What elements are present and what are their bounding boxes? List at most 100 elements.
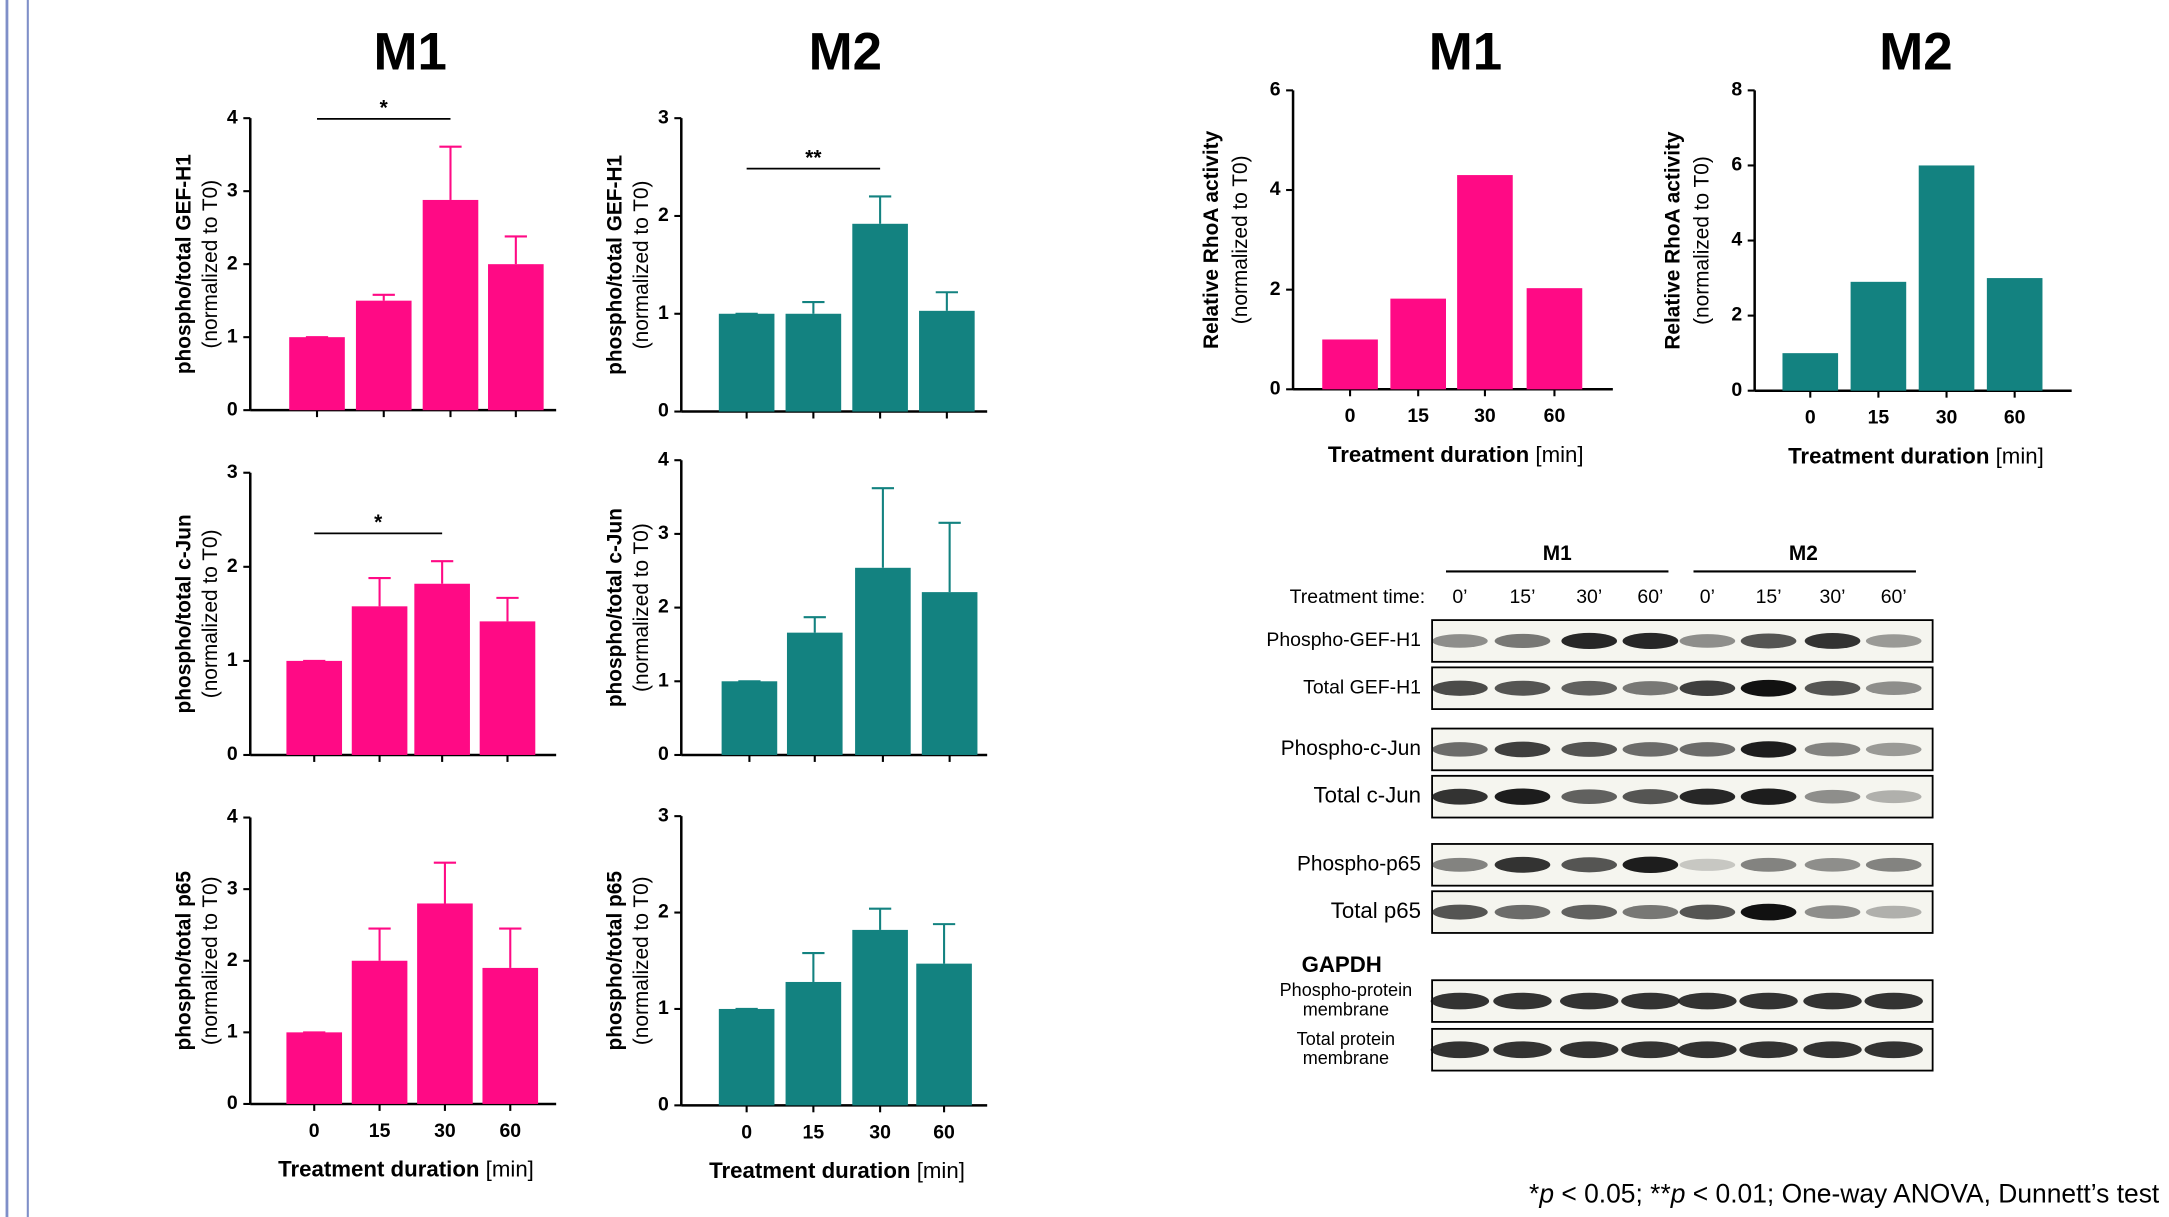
- y-axis-label: Relative RhoA activity: [1200, 130, 1223, 349]
- x-tick-label: 30: [1474, 405, 1496, 427]
- y-tick-label: 4: [1731, 229, 1742, 251]
- x-axis-label-unit: [min]: [486, 1157, 534, 1182]
- bar: [356, 301, 412, 410]
- blot-band: [1623, 633, 1679, 649]
- bar: [1527, 288, 1583, 389]
- x-tick-label: 0: [1805, 407, 1816, 429]
- y-tick-label: 6: [1731, 154, 1742, 176]
- y-tick-label: 0: [1270, 377, 1281, 399]
- y-axis-label: (normalized to T0): [199, 180, 222, 349]
- bar: [916, 964, 972, 1106]
- bar: [1919, 165, 1975, 390]
- bar: [482, 968, 538, 1104]
- blot-time: 15’: [1756, 586, 1782, 608]
- blot-time: 0’: [1700, 586, 1715, 608]
- blot-band: [1866, 790, 1922, 803]
- blot-band: [1739, 993, 1797, 1010]
- bar: [719, 1009, 775, 1105]
- y-tick-label: 3: [658, 804, 669, 826]
- footnote-part: p: [1538, 1179, 1554, 1209]
- blot-band: [1805, 858, 1861, 872]
- bar: [852, 930, 908, 1105]
- significance-label: **: [805, 146, 822, 169]
- y-tick-label: 1: [658, 997, 669, 1019]
- y-tick-label: 3: [227, 461, 238, 483]
- y-tick-label: 1: [227, 649, 238, 671]
- blot-band: [1805, 790, 1861, 804]
- blot-band: [1561, 681, 1617, 696]
- x-axis-label: Treatment duration [min]: [1788, 443, 2044, 468]
- blot-band: [1866, 906, 1922, 919]
- blot-band: [1432, 858, 1488, 872]
- x-axis-label: Treatment duration [min]: [1328, 442, 1584, 467]
- blot-band: [1432, 681, 1488, 696]
- blot-band: [1741, 904, 1797, 921]
- blot-band: [1866, 681, 1922, 695]
- bar: [1987, 278, 2043, 391]
- y-axis-label: (normalized to T0): [630, 876, 653, 1045]
- y-axis-label: (normalized to T0): [630, 523, 653, 692]
- gapdh-title: GAPDH: [1302, 952, 1382, 977]
- bar: [352, 961, 408, 1104]
- x-axis-label-main: Treatment duration: [1328, 442, 1529, 467]
- y-axis-label: phospho/total p65: [603, 871, 626, 1051]
- bar: [423, 200, 479, 410]
- x-tick-label: 30: [1936, 407, 1958, 429]
- x-tick-label: 0: [741, 1121, 752, 1143]
- blot-band: [1680, 905, 1736, 920]
- blot-band: [1680, 742, 1736, 756]
- bar: [855, 568, 911, 755]
- blot-band: [1621, 1041, 1679, 1058]
- bar: [919, 311, 975, 412]
- y-tick-label: 2: [227, 949, 238, 971]
- blot-band: [1561, 905, 1617, 920]
- x-axis-label: Treatment duration [min]: [709, 1158, 965, 1183]
- blot-time: 15’: [1509, 586, 1535, 608]
- blot-band: [1432, 742, 1488, 756]
- x-axis-label-main: Treatment duration: [709, 1158, 910, 1183]
- bar: [417, 903, 473, 1103]
- bar: [480, 621, 536, 755]
- blot-band: [1493, 993, 1551, 1010]
- x-tick-label: 60: [933, 1121, 955, 1143]
- blot-band: [1561, 633, 1617, 649]
- x-tick-label: 60: [1544, 405, 1566, 427]
- blot-band: [1680, 789, 1736, 805]
- x-tick-label: 15: [1868, 407, 1890, 429]
- blot-band: [1739, 1041, 1797, 1058]
- blot-row-label: Phospho-c-Jun: [1281, 737, 1421, 760]
- blot-row-label: Phospho-p65: [1297, 852, 1421, 875]
- y-axis-label: (normalized to T0): [1229, 155, 1252, 324]
- blot-row-label: Phospho-GEF-H1: [1266, 629, 1421, 651]
- x-tick-label: 30: [869, 1121, 891, 1143]
- blot-band: [1866, 743, 1922, 756]
- x-tick-label: 0: [1345, 405, 1356, 427]
- blot-band: [1561, 789, 1617, 804]
- blot-band: [1803, 1041, 1861, 1058]
- y-axis-label: (normalized to T0): [630, 180, 653, 349]
- blot-band: [1741, 858, 1797, 872]
- blot-band: [1680, 634, 1736, 648]
- chart-title: M1: [373, 23, 446, 82]
- bar: [722, 681, 778, 755]
- blot-time: 60’: [1881, 586, 1907, 608]
- y-axis-label: (normalized to T0): [1691, 156, 1714, 325]
- y-tick-label: 3: [658, 522, 669, 544]
- blot-band: [1495, 857, 1551, 873]
- blot-band: [1803, 993, 1861, 1010]
- y-tick-label: 0: [658, 743, 669, 765]
- blot-band: [1623, 789, 1679, 804]
- x-tick-label: 15: [803, 1121, 825, 1143]
- blot-band: [1623, 857, 1679, 873]
- blot-band: [1432, 905, 1488, 920]
- significance-label: *: [380, 97, 389, 120]
- blot-band: [1680, 859, 1736, 871]
- x-axis-label-unit: [min]: [1996, 443, 2044, 468]
- bar: [1851, 282, 1907, 391]
- blot-band: [1431, 1041, 1489, 1058]
- blot-band: [1621, 993, 1679, 1010]
- footnote-part: < 0.01; One-way ANOVA, Dunnett’s test: [1685, 1179, 2160, 1209]
- x-tick-label: 30: [434, 1120, 456, 1142]
- y-tick-label: 0: [227, 1092, 238, 1114]
- y-tick-label: 1: [658, 302, 669, 324]
